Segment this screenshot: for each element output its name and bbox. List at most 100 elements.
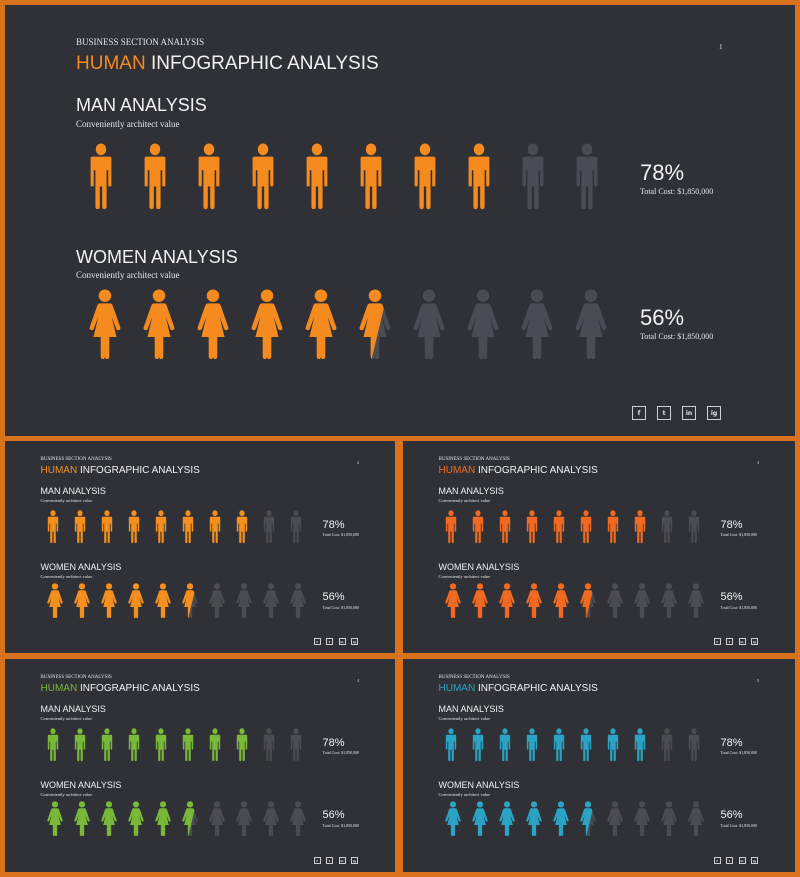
linkedin-icon[interactable]: in	[338, 638, 346, 645]
woman-heading: WOMEN ANALYSIS	[438, 780, 520, 790]
man-figure	[70, 728, 90, 762]
title-rest: INFOGRAPHIC ANALYSIS	[477, 683, 598, 694]
woman-figure	[495, 801, 519, 837]
woman-total-cost: Total Cost: $1,850,000	[322, 604, 360, 610]
man-figure	[405, 143, 445, 211]
man-percent: 78%	[720, 518, 743, 531]
man-subtitle: Conveniently architect value	[40, 716, 93, 721]
linkedin-icon[interactable]: in	[338, 857, 346, 864]
man-figure	[243, 143, 283, 211]
man-figure	[603, 728, 623, 762]
man-total-cost: Total Cost: $1,850,000	[322, 750, 360, 755]
page-number: 3	[757, 460, 759, 465]
man-figure	[684, 510, 704, 544]
woman-figure	[232, 583, 256, 619]
woman-figure	[151, 583, 175, 619]
woman-figure	[70, 583, 94, 619]
section-label: BUSINESS SECTION ANALYSIS	[438, 675, 510, 680]
instagram-icon[interactable]: ig	[751, 857, 758, 864]
facebook-icon[interactable]: f	[713, 638, 721, 645]
man-figure	[459, 143, 499, 211]
woman-figure	[468, 583, 492, 619]
woman-figure-row	[441, 801, 708, 837]
woman-figure	[205, 583, 229, 619]
twitter-icon[interactable]: t	[726, 638, 733, 645]
title-rest: INFOGRAPHIC ANALYSIS	[79, 465, 200, 476]
man-percent: 78%	[720, 736, 743, 749]
man-percent: 78%	[322, 736, 345, 749]
woman-total-cost: Total Cost: $1,850,000	[640, 332, 714, 341]
title-highlight: HUMAN	[438, 465, 476, 476]
facebook-icon[interactable]: f	[713, 857, 721, 864]
title-highlight: HUMAN	[76, 53, 146, 74]
woman-percent: 56%	[640, 305, 685, 330]
social-links: f t in ig	[313, 857, 358, 864]
man-figure	[205, 728, 225, 762]
twitter-icon[interactable]: t	[326, 857, 333, 864]
linkedin-icon[interactable]: in	[682, 406, 696, 420]
man-figure	[567, 143, 607, 211]
instagram-icon[interactable]: ig	[751, 638, 758, 645]
title-highlight: HUMAN	[40, 683, 78, 694]
man-total-cost: Total Cost: $1,850,000	[720, 750, 758, 755]
man-figure	[178, 510, 198, 544]
woman-figure	[567, 289, 615, 361]
woman-figure	[97, 583, 121, 619]
woman-percent: 56%	[720, 591, 743, 603]
man-total-cost: Total Cost: $1,850,000	[322, 532, 360, 537]
woman-heading: WOMEN ANALYSIS	[40, 780, 122, 790]
woman-figure-row	[43, 583, 310, 619]
man-figure	[684, 728, 704, 762]
man-heading: MAN ANALYSIS	[76, 95, 207, 115]
man-figure	[657, 510, 677, 544]
man-figure	[259, 510, 279, 544]
social-links: f t in ig	[313, 638, 358, 645]
man-figure	[468, 510, 488, 544]
linkedin-icon[interactable]: in	[738, 857, 746, 864]
man-figure	[232, 510, 252, 544]
woman-heading: WOMEN ANALYSIS	[76, 247, 238, 267]
man-figure-row	[441, 510, 704, 544]
man-figure	[124, 510, 144, 544]
facebook-icon[interactable]: f	[632, 406, 646, 420]
twitter-icon[interactable]: t	[326, 638, 333, 645]
page-number: 2	[357, 460, 359, 465]
man-figure	[286, 510, 306, 544]
man-figure	[232, 728, 252, 762]
man-total-cost: Total Cost: $1,850,000	[720, 532, 758, 537]
woman-figure	[549, 583, 573, 619]
page-title: HUMAN INFOGRAPHIC ANALYSIS	[41, 465, 200, 476]
section-label: BUSINESS SECTION ANALYSIS	[438, 457, 510, 462]
woman-figure	[576, 801, 600, 837]
instagram-icon[interactable]: ig	[351, 638, 358, 645]
man-figure	[43, 728, 63, 762]
woman-figure	[178, 801, 202, 837]
instagram-icon[interactable]: ig	[351, 857, 358, 864]
man-figure	[297, 143, 337, 211]
man-figure	[151, 510, 171, 544]
facebook-icon[interactable]: f	[313, 857, 321, 864]
linkedin-icon[interactable]: in	[738, 638, 746, 645]
woman-figure	[522, 801, 546, 837]
woman-subtitle: Conveniently architect value	[76, 270, 180, 280]
section-label: BUSINESS SECTION ANALYSIS	[76, 37, 205, 47]
twitter-icon[interactable]: t	[657, 406, 671, 420]
woman-figure	[441, 583, 465, 619]
page-number: 1	[719, 43, 723, 51]
section-label: BUSINESS SECTION ANALYSIS	[40, 675, 112, 680]
man-figure	[513, 143, 553, 211]
man-heading: MAN ANALYSIS	[40, 486, 106, 496]
page-number: 4	[357, 678, 359, 683]
twitter-icon[interactable]: t	[726, 857, 733, 864]
man-figure	[468, 728, 488, 762]
woman-subtitle: Conveniently architect value	[438, 573, 491, 579]
woman-percent: 56%	[720, 809, 743, 821]
man-figure	[205, 510, 225, 544]
facebook-icon[interactable]: f	[313, 638, 321, 645]
woman-figure	[513, 289, 561, 361]
man-subtitle: Conveniently architect value	[40, 498, 93, 503]
woman-figure	[630, 583, 654, 619]
instagram-icon[interactable]: ig	[707, 406, 721, 420]
woman-figure	[232, 801, 256, 837]
man-figure	[522, 510, 542, 544]
